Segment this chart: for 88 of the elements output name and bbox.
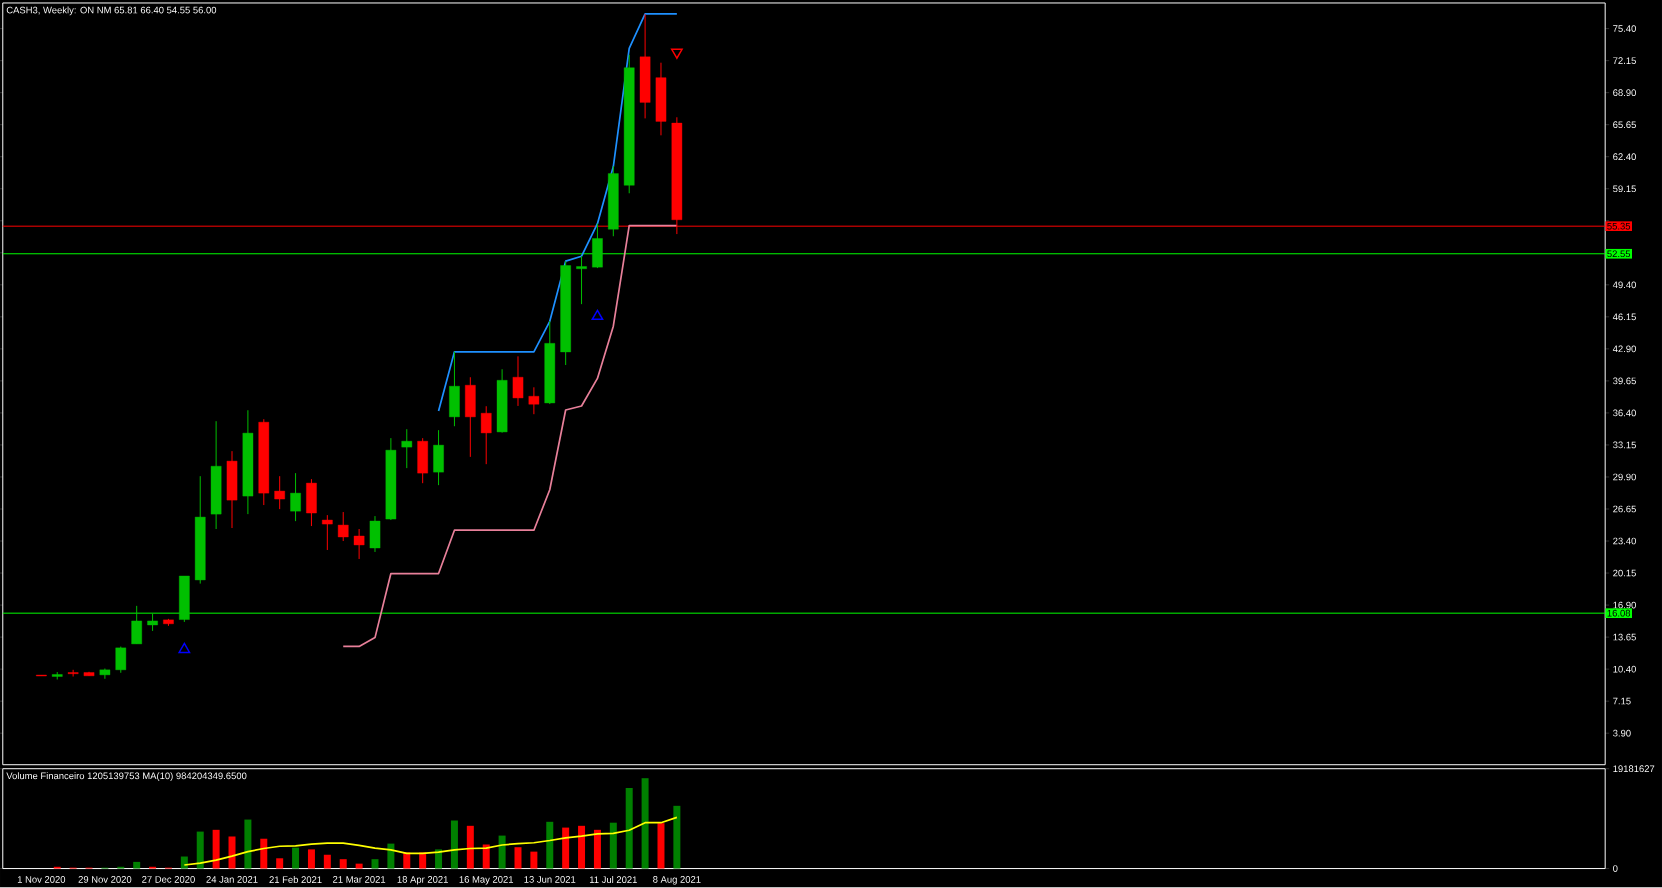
bar: [339, 859, 347, 869]
bar: [244, 819, 252, 869]
y-tick-label: 42.90: [1612, 345, 1636, 353]
y-tick-label: 62.40: [1613, 153, 1636, 161]
chart-title: CASH3, Weekly: ON NM 65.81 66.40 54.55 56.00: [6, 6, 217, 16]
x-tick-label: 16 May 2021: [459, 876, 514, 885]
candlestick: [322, 514, 333, 551]
x-tick-label: 27 Dec 2020: [142, 876, 195, 883]
y-tick-label: 75.40: [1613, 25, 1636, 33]
candlestick: [290, 472, 301, 522]
y-tick-label: 7.15: [1613, 698, 1631, 705]
y-tick-label: 0: [1613, 865, 1618, 873]
x-tick-label: 1 Nov 2020: [17, 876, 66, 883]
point: [591, 309, 604, 321]
y-tick-label: 36.40: [1613, 409, 1636, 417]
bar: [292, 847, 300, 869]
bar: [530, 851, 538, 869]
bar: [625, 788, 633, 869]
y-tick-label: 33.15: [1613, 441, 1636, 449]
x-tick-label: 18 Apr 2021: [397, 876, 448, 885]
y-tick-label: 46.15: [1612, 313, 1636, 321]
y-tick-label: 13.65: [1613, 633, 1636, 641]
candlestick: [274, 475, 285, 510]
line-series: [183, 816, 678, 867]
x-tick-label: 24 Jan 2021: [206, 876, 258, 883]
point: [178, 642, 191, 654]
bar: [657, 823, 665, 869]
bar: [641, 778, 649, 869]
bar: [403, 852, 411, 869]
bar: [371, 859, 379, 869]
y-tick-label: 59.15: [1613, 185, 1636, 193]
y-tick-label: 68.90: [1613, 89, 1636, 97]
bar: [578, 826, 586, 869]
y-tick-label: 65.65: [1613, 121, 1636, 129]
candlestick: [353, 528, 365, 560]
x-tick-label: 11 Jul 2021: [589, 876, 637, 884]
y-tick-label: 10.40: [1613, 666, 1636, 673]
x-tick-label: 21 Mar 2021: [333, 876, 386, 883]
candlestick: [512, 356, 524, 407]
y-tick-label: 19181627: [1613, 765, 1655, 773]
candlestick: [576, 255, 587, 305]
ref-line-label: 16.08: [1607, 610, 1631, 617]
bar: [673, 806, 681, 869]
bar: [562, 827, 570, 869]
bar: [450, 820, 458, 869]
ref-line-label: 55.35: [1607, 223, 1631, 230]
y-tick-label: 49.40: [1612, 281, 1636, 289]
candlestick: [131, 605, 142, 645]
candlestick: [67, 669, 79, 678]
bar: [609, 822, 617, 869]
bar: [196, 831, 204, 869]
candlestick: [528, 387, 540, 415]
bar: [180, 856, 188, 869]
bar: [546, 822, 554, 869]
bar: [307, 849, 315, 869]
x-tick-label: 13 Jun 2021: [524, 876, 576, 883]
y-tick-label: 23.40: [1613, 537, 1636, 545]
point: [670, 48, 683, 60]
x-tick-label: 29 Nov 2020: [78, 876, 132, 883]
bar: [133, 862, 141, 869]
bar: [419, 852, 427, 869]
bar: [387, 843, 395, 869]
y-tick-label: 3.90: [1613, 730, 1631, 737]
y-tick-label: 29.90: [1613, 473, 1636, 481]
chart-title: Volume Financeiro 1205139753 MA(10) 984204349.6500: [6, 772, 247, 782]
y-tick-label: 20.15: [1613, 569, 1636, 577]
y-tick-label: 39.65: [1613, 377, 1636, 385]
bar: [466, 826, 474, 869]
bar: [323, 854, 331, 869]
y-tick-label: 26.65: [1613, 505, 1636, 513]
bar: [514, 847, 522, 869]
candlestick: [480, 405, 492, 465]
candlestick: [115, 646, 127, 674]
ref-line-label: 52.55: [1607, 250, 1631, 258]
bar: [260, 838, 268, 869]
bar: [593, 830, 601, 869]
x-tick-label: 21 Feb 2021: [269, 876, 322, 884]
bar: [482, 844, 490, 869]
bar: [228, 836, 236, 869]
bar: [212, 830, 220, 869]
bar: [498, 835, 506, 869]
y-tick-label: 16.90: [1613, 601, 1636, 609]
candlestick: [337, 511, 349, 542]
y-tick-label: 72.15: [1613, 57, 1636, 65]
bar: [276, 858, 284, 869]
bar: [355, 863, 363, 869]
x-tick-label: 8 Aug 2021: [653, 876, 701, 885]
candlestick: [401, 428, 413, 469]
